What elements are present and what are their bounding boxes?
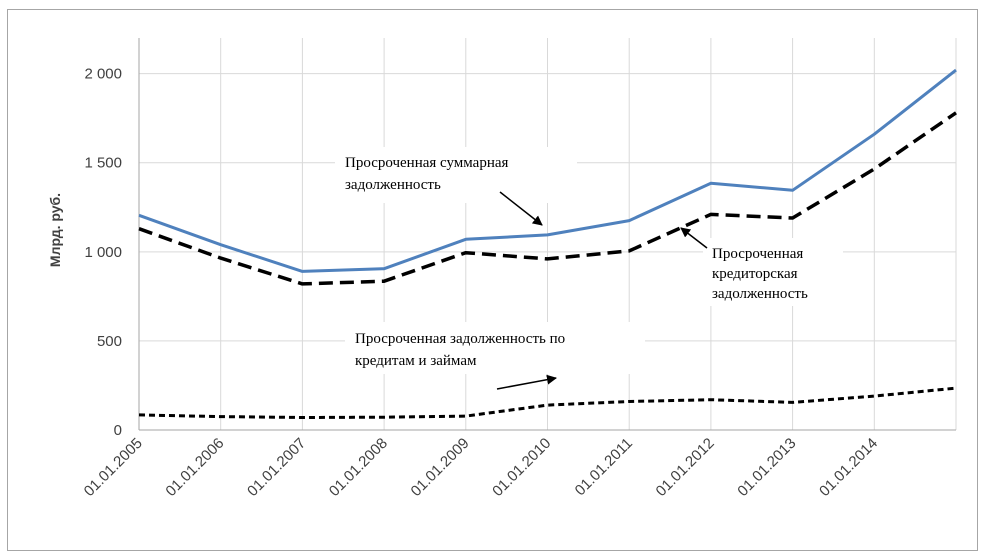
x-axis-ticks: 01.01.2005 01.01.2006 01.01.2007 01.01.2008… [81,435,881,500]
y-tick-label: 1 500 [84,155,122,172]
annotation-box [345,322,645,374]
y-tick-label: 500 [97,333,122,350]
x-tick-label: 01.01.2008 [326,435,391,500]
annotations: Просроченная суммарная задолженность Проср… [335,147,843,390]
y-axis-label: Млрд. руб. [47,193,63,267]
annotation-arrow [499,191,543,226]
y-axis-ticks: 0 500 1 000 1 500 2 000 [84,66,122,439]
annotation-text: Просроченная задолженность по [355,331,565,347]
x-tick-label: 01.01.2006 [162,435,227,500]
annotation-text: кредиторская [712,266,798,282]
annotation-text: задолженность [712,286,808,302]
x-tick-label: 01.01.2014 [816,435,881,500]
annotation-text: Просроченная [712,246,803,262]
annotation-box [703,238,843,306]
x-tick-label: 01.01.2012 [653,435,718,500]
x-tick-label: 01.01.2010 [489,435,554,500]
annotation-arrow [680,227,708,249]
y-tick-label: 0 [114,422,122,439]
y-tick-label: 2 000 [84,66,122,83]
annotation-text: задолженность [345,177,441,193]
x-tick-label: 01.01.2013 [734,435,799,500]
x-tick-label: 01.01.2009 [408,435,473,500]
x-tick-label: 01.01.2011 [572,435,636,499]
annotation-box [335,147,577,203]
y-tick-label: 1 000 [84,244,122,261]
series-line-loans [138,386,957,419]
annotation-text: Просроченная суммарная [345,155,509,171]
line-chart: 0 500 1 000 1 500 2 000 01.01.2005 01.01.2006… [47,38,957,500]
x-tick-label: 01.01.2005 [81,435,146,500]
annotation-text: кредитам и займам [355,353,477,369]
grid [138,38,957,431]
x-tick-label: 01.01.2007 [244,435,309,500]
annotation-arrow [496,374,557,390]
series-line-payables [138,111,957,286]
series-lines [138,68,957,419]
series-line-total [138,68,957,273]
